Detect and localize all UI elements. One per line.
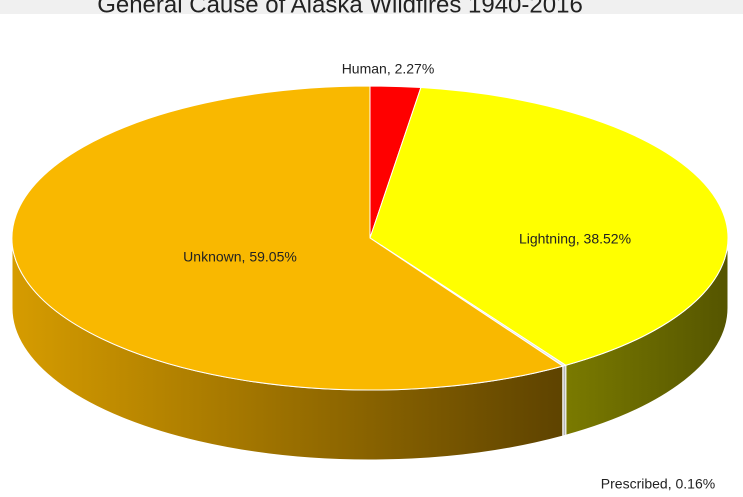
data-label: Prescribed, 0.16% [601,476,715,492]
data-label: Lightning, 38.52% [519,231,631,247]
chart-title: General Cause of Alaska Wildfires 1940-2… [97,0,583,18]
data-label: Unknown, 59.05% [183,249,297,265]
title-band [0,0,743,14]
slice [11,85,564,391]
data-label: Human, 2.27% [342,61,435,77]
